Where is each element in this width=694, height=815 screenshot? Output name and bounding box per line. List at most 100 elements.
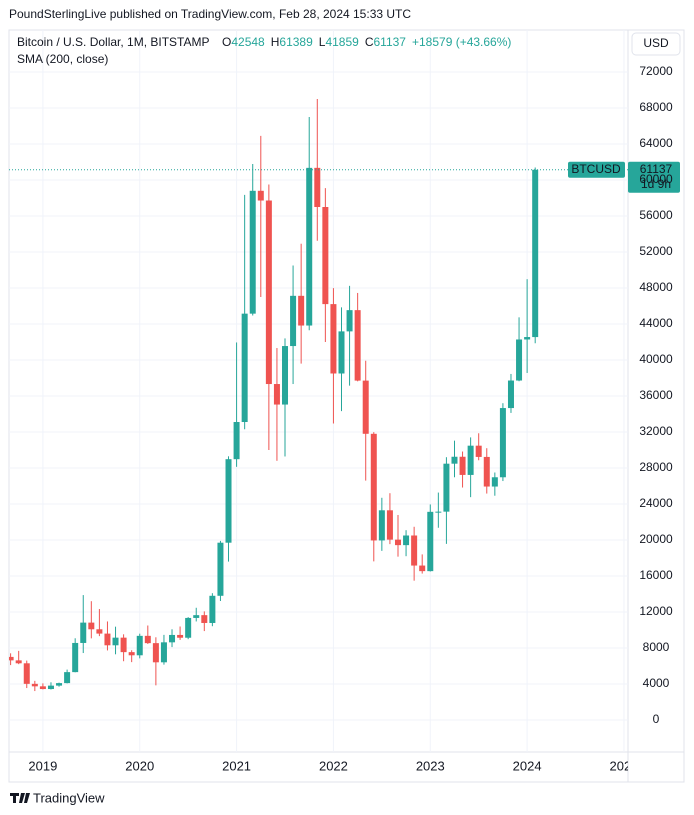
candle-body bbox=[273, 384, 280, 405]
candle-body bbox=[128, 652, 135, 656]
x-tick-label: 2022 bbox=[319, 758, 348, 773]
ohlc-prefix: H bbox=[271, 35, 280, 49]
y-tick-label: 60000 bbox=[639, 172, 673, 186]
candle-body bbox=[467, 445, 474, 475]
candle-body bbox=[177, 634, 184, 638]
candle-body bbox=[201, 615, 208, 623]
candle-body bbox=[322, 207, 329, 305]
candle-body bbox=[209, 595, 216, 623]
candle-body bbox=[9, 656, 14, 661]
ohlc-prefix: O bbox=[222, 35, 231, 49]
candle-body bbox=[403, 535, 410, 546]
candle-body bbox=[394, 539, 401, 546]
candle-body bbox=[169, 634, 176, 643]
y-tick-label: 24000 bbox=[639, 496, 673, 510]
candle-body bbox=[491, 477, 498, 487]
candle-body bbox=[419, 565, 426, 572]
y-tick-label: 36000 bbox=[639, 388, 673, 402]
candle-body bbox=[346, 310, 353, 332]
price-badge bbox=[628, 161, 680, 193]
publisher: PoundSterlingLive published on TradingVi… bbox=[9, 7, 411, 21]
y-tick-label: 4000 bbox=[643, 676, 670, 690]
candle-body bbox=[23, 663, 30, 684]
candle-body bbox=[386, 510, 393, 540]
ohlc-prefix: C bbox=[365, 35, 374, 49]
candle-body bbox=[72, 642, 79, 673]
currency-button[interactable] bbox=[631, 32, 681, 56]
candle-body bbox=[249, 190, 256, 314]
candle-body bbox=[354, 310, 361, 381]
footer: TradingView bbox=[33, 790, 105, 805]
y-tick-label: 12000 bbox=[639, 604, 673, 618]
y-tick-label: 20000 bbox=[639, 532, 673, 546]
candle-body bbox=[47, 685, 54, 690]
candle-body bbox=[217, 542, 224, 596]
candle-body bbox=[524, 337, 531, 340]
frame bbox=[8, 29, 685, 783]
candle-body bbox=[56, 683, 63, 686]
ohlc-value: 61137 bbox=[374, 35, 407, 49]
candle-body bbox=[152, 643, 159, 663]
candle-body bbox=[330, 304, 337, 374]
candle-body bbox=[233, 422, 240, 460]
candle-body bbox=[120, 637, 127, 653]
candle-body bbox=[362, 380, 369, 434]
symbol-label: BTCUSD bbox=[571, 162, 621, 176]
y-tick-label: 64000 bbox=[639, 136, 673, 150]
candle-body bbox=[88, 622, 95, 630]
logo bbox=[10, 793, 30, 803]
change-label: +18579 (+43.66%) bbox=[412, 35, 511, 49]
y-tick-label: 48000 bbox=[639, 280, 673, 294]
candle-body bbox=[427, 511, 434, 572]
candle-body bbox=[499, 408, 506, 478]
candle-body bbox=[31, 683, 38, 687]
indicator-legend: SMA (200, close) bbox=[17, 52, 108, 66]
candle-body bbox=[459, 456, 466, 475]
symbol-badge bbox=[568, 161, 625, 178]
x-tick-label: 2023 bbox=[416, 758, 445, 773]
candle-body bbox=[298, 295, 305, 326]
candle-body bbox=[185, 617, 192, 638]
candle-body bbox=[15, 660, 22, 664]
candle-body bbox=[160, 642, 167, 663]
chart-title: Bitcoin / U.S. Dollar, 1M, BITSTAMP bbox=[17, 35, 210, 49]
y-tick-label: 8000 bbox=[643, 640, 670, 654]
candle-body bbox=[282, 346, 289, 405]
y-tick-label: 0 bbox=[653, 712, 660, 726]
y-tick-label: 40000 bbox=[639, 352, 673, 366]
candle-body bbox=[507, 380, 514, 409]
candle-body bbox=[290, 295, 297, 347]
y-tick-label: 44000 bbox=[639, 316, 673, 330]
ohlc-legend: O42548 H61389 L41859 C61137 +18579 (+43.66%) bbox=[222, 35, 511, 49]
candle-body bbox=[378, 510, 385, 541]
candle-body bbox=[306, 167, 313, 326]
y-tick-label: 56000 bbox=[639, 208, 673, 222]
candle-body bbox=[225, 459, 232, 543]
ohlc-value: 42548 bbox=[231, 35, 265, 49]
x-tick-label: 2020 bbox=[125, 758, 154, 773]
candle-body bbox=[451, 456, 458, 464]
x-tick-label: 2021 bbox=[222, 758, 251, 773]
candle-body bbox=[112, 637, 119, 646]
candle-body bbox=[39, 686, 46, 690]
ohlc-value: 41859 bbox=[325, 35, 359, 49]
candle-body bbox=[411, 535, 418, 566]
candle-body bbox=[193, 615, 200, 618]
candle-body bbox=[80, 622, 87, 643]
countdown: 1d 9h bbox=[641, 177, 671, 191]
last-price-label: 61137 bbox=[640, 162, 673, 176]
candle-body bbox=[338, 331, 345, 374]
y-tick-label: 52000 bbox=[639, 244, 673, 258]
y-tick-label: 32000 bbox=[639, 424, 673, 438]
candle-body bbox=[96, 629, 103, 634]
candle-body bbox=[475, 445, 482, 457]
candle-body bbox=[265, 200, 272, 385]
x-tick-label: 2019 bbox=[28, 758, 57, 773]
candle-body bbox=[443, 463, 450, 512]
y-tick-label: 68000 bbox=[639, 100, 673, 114]
candle-body bbox=[370, 433, 377, 541]
x-tick-label: 2024 bbox=[513, 758, 542, 773]
currency[interactable]: USD bbox=[643, 36, 669, 50]
candle-body bbox=[144, 635, 151, 644]
